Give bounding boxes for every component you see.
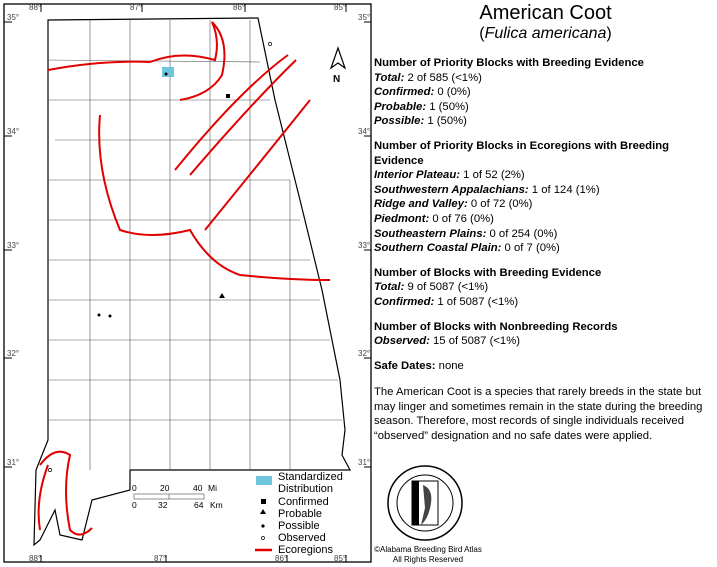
legend-label-observed: Observed bbox=[278, 532, 326, 544]
row-label: Total: bbox=[374, 71, 405, 84]
ecoregions-section: Number of Priority Blocks in Ecoregions … bbox=[374, 139, 717, 256]
county-lines bbox=[47, 20, 342, 470]
scientific-name-text: Fulica americana bbox=[484, 25, 607, 42]
row-value: 1 of 5087 (<1%) bbox=[434, 295, 519, 308]
possible-marker bbox=[97, 313, 101, 317]
legend-label-confirmed: Confirmed bbox=[278, 496, 329, 508]
copyright-notice: ©Alabama Breeding Bird Atlas All Rights … bbox=[372, 545, 484, 565]
lat-tick-35: 35° bbox=[7, 13, 19, 22]
legend-dot-icon bbox=[261, 524, 265, 528]
all-blocks-section: Number of Blocks with Breeding Evidence … bbox=[374, 266, 717, 310]
north-arrow-icon bbox=[329, 46, 347, 70]
lon-tick-85: 85° bbox=[334, 3, 346, 12]
all-blocks-heading: Number of Blocks with Breeding Evidence bbox=[374, 266, 602, 279]
info-panel: American Coot (Fulica americana) Number … bbox=[374, 0, 717, 444]
lon-tick-87-bottom: 87° bbox=[154, 554, 166, 563]
row-label: Piedmont: bbox=[374, 212, 430, 225]
confirmed-marker bbox=[226, 94, 230, 98]
row-value: 0 (0%) bbox=[434, 86, 471, 99]
row-value: 0 of 7 (0%) bbox=[501, 242, 560, 255]
row-label: Observed: bbox=[374, 335, 430, 348]
row-label: Total: bbox=[374, 281, 405, 294]
observed-marker bbox=[48, 468, 52, 472]
row-value: 2 of 585 (<1%) bbox=[404, 71, 482, 84]
scientific-name: (Fulica americana) bbox=[479, 25, 612, 42]
row-label: Confirmed: bbox=[374, 295, 435, 308]
row-label: Southern Coastal Plain: bbox=[374, 242, 502, 255]
row-value: 1 of 124 (1%) bbox=[528, 183, 600, 196]
lat-tick-33-right: 33° bbox=[358, 241, 370, 250]
legend-square-icon bbox=[261, 499, 266, 504]
lon-tick-86-bottom: 86° bbox=[275, 554, 287, 563]
possible-marker bbox=[108, 314, 112, 318]
lon-tick-85-bottom: 85° bbox=[334, 554, 346, 563]
lat-tick-35-right: 35° bbox=[358, 13, 370, 22]
lat-tick-32: 32° bbox=[7, 349, 19, 358]
row-value: 15 of 5087 (<1%) bbox=[429, 335, 521, 348]
ecoregions-heading: Number of Priority Blocks in Ecoregions … bbox=[374, 139, 670, 167]
copyright-line: ©Alabama Breeding Bird Atlas bbox=[374, 545, 482, 554]
lat-tick-31-right: 31° bbox=[358, 458, 370, 467]
scale-km-64: 64 bbox=[194, 500, 204, 510]
copyright-line: All Rights Reserved bbox=[392, 555, 464, 564]
alabama-map: 88° 87° 86° 85° 88° 87° 86° 85° 35° 34° … bbox=[3, 3, 372, 563]
safe-dates-label: Safe Dates: bbox=[374, 359, 436, 372]
row-value: 9 of 5087 (<1%) bbox=[404, 281, 489, 294]
scale-km-32: 32 bbox=[158, 500, 168, 510]
legend-circle-icon bbox=[261, 536, 265, 540]
lon-tick-88: 88° bbox=[29, 3, 41, 12]
safe-dates-value: none bbox=[435, 359, 464, 372]
priority-blocks-section: Number of Priority Blocks with Breeding … bbox=[374, 56, 717, 129]
safe-dates: Safe Dates: none bbox=[374, 359, 717, 374]
lat-tick-34: 34° bbox=[7, 127, 19, 136]
row-label: Southwestern Appalachians: bbox=[374, 183, 529, 196]
row-label: Interior Plateau: bbox=[374, 169, 461, 182]
legend-swatch-distribution bbox=[256, 476, 272, 485]
lat-tick-32-right: 32° bbox=[358, 349, 370, 358]
scale-mi-20: 20 bbox=[160, 483, 170, 493]
observed-marker bbox=[268, 42, 272, 46]
legend-label-ecoregions: Ecoregions bbox=[278, 544, 334, 556]
scale-km-unit: Km bbox=[210, 500, 223, 510]
map-frame bbox=[3, 3, 372, 563]
row-value: 0 of 72 (0%) bbox=[467, 198, 533, 211]
scale-mi-40: 40 bbox=[193, 483, 203, 493]
lon-tick-88-bottom: 88° bbox=[29, 554, 41, 563]
species-title: American Coot bbox=[479, 2, 612, 24]
possible-marker bbox=[164, 72, 168, 76]
north-label: N bbox=[333, 74, 340, 85]
row-label: Possible: bbox=[374, 115, 425, 128]
lat-tick-34-right: 34° bbox=[358, 127, 370, 136]
standardized-distribution-block bbox=[162, 67, 174, 77]
probable-marker bbox=[219, 293, 225, 298]
species-description: The American Coot is a species that rare… bbox=[374, 386, 703, 443]
legend-triangle-icon bbox=[260, 509, 266, 514]
row-label: Probable: bbox=[374, 100, 427, 113]
row-label: Ridge and Valley: bbox=[374, 198, 468, 211]
lat-tick-31: 31° bbox=[7, 458, 19, 467]
row-value: 1 of 52 (2%) bbox=[460, 169, 525, 182]
row-value: 1 (50%) bbox=[426, 100, 469, 113]
row-label: Confirmed: bbox=[374, 86, 435, 99]
atlas-logo bbox=[387, 465, 463, 541]
row-value: 1 (50%) bbox=[424, 115, 467, 128]
lat-tick-33: 33° bbox=[7, 241, 19, 250]
ecoregion-boundaries bbox=[37, 21, 331, 536]
row-value: 0 of 254 (0%) bbox=[486, 227, 558, 240]
priority-blocks-heading: Number of Priority Blocks with Breeding … bbox=[374, 57, 644, 69]
nonbreeding-section: Number of Blocks with Nonbreeding Record… bbox=[374, 320, 717, 349]
scale-km-0: 0 bbox=[132, 500, 137, 510]
scale-mi-0: 0 bbox=[132, 483, 137, 493]
row-label: Southeastern Plains: bbox=[374, 227, 487, 240]
legend-label-probable: Probable bbox=[278, 508, 323, 520]
legend-label-distribution: Standardized Distribution bbox=[278, 471, 343, 495]
scale-mi-unit: Mi bbox=[208, 483, 217, 493]
lon-tick-87: 87° bbox=[130, 3, 142, 12]
legend-label-possible: Possible bbox=[278, 520, 320, 532]
row-value: 0 of 76 (0%) bbox=[429, 212, 494, 225]
nonbreeding-heading: Number of Blocks with Nonbreeding Record… bbox=[374, 320, 618, 333]
lon-tick-86: 86° bbox=[233, 3, 245, 12]
